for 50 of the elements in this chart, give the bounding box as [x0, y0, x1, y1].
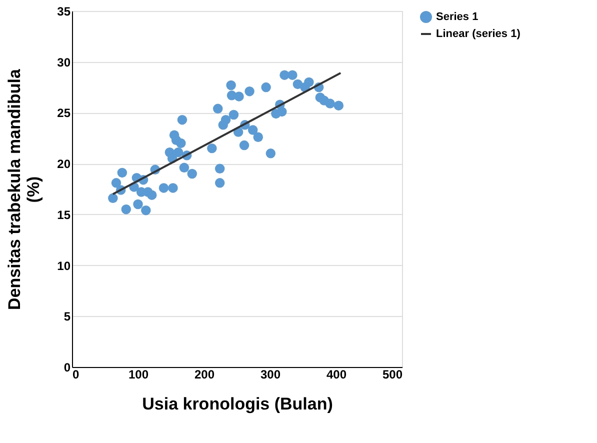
point — [187, 168, 197, 179]
y-axis-title: Densitas trabekula mandibula (%) — [5, 68, 44, 310]
point — [168, 183, 178, 193]
legend-label: Linear (series 1) — [436, 28, 521, 40]
point — [214, 178, 225, 188]
point — [133, 199, 143, 210]
point — [212, 104, 223, 114]
point — [253, 132, 263, 142]
point — [117, 168, 128, 178]
point — [214, 164, 225, 174]
point — [158, 183, 169, 193]
point — [121, 204, 131, 214]
x-tick-label: 300 — [260, 368, 281, 382]
point — [207, 143, 217, 154]
point — [177, 114, 188, 125]
y-tick-label: 15 — [57, 208, 71, 222]
point — [220, 114, 231, 125]
point — [266, 148, 276, 158]
y-tick-label: 20 — [57, 157, 71, 172]
x-axis-title: Usia kronologis (Bulan) — [142, 394, 333, 414]
point — [228, 110, 239, 120]
x-tick-label: 100 — [128, 368, 149, 382]
point — [234, 92, 244, 102]
point — [141, 205, 151, 216]
point — [146, 190, 157, 200]
x-tick-label: 400 — [326, 368, 347, 382]
y-tick-label: 5 — [64, 310, 71, 324]
point — [248, 125, 258, 135]
y-tick-label: 25 — [57, 106, 71, 120]
point — [226, 80, 236, 90]
point — [325, 98, 335, 108]
point — [244, 86, 254, 96]
x-tick-label: 500 — [382, 368, 403, 382]
point — [173, 148, 184, 158]
point — [288, 70, 298, 80]
y-tick-label: 30 — [57, 55, 71, 70]
point — [176, 138, 186, 148]
legend-label: Series 1 — [436, 11, 478, 23]
point — [179, 162, 190, 173]
point — [108, 193, 118, 204]
point — [261, 82, 271, 92]
y-tick-label: 35 — [57, 4, 71, 18]
point — [334, 100, 344, 110]
x-tick-label: 200 — [194, 368, 215, 382]
y-tick-label: 10 — [57, 258, 71, 273]
point — [239, 140, 250, 150]
x-tick-label: 0 — [72, 368, 80, 382]
point — [304, 77, 314, 88]
point — [111, 178, 122, 188]
point — [277, 106, 287, 117]
